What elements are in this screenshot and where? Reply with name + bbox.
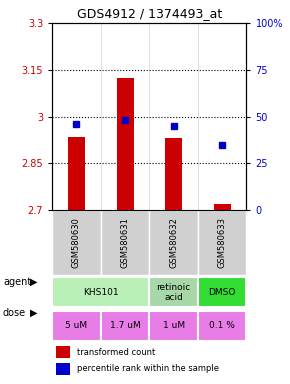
Text: dose: dose bbox=[3, 308, 26, 318]
Text: 1 uM: 1 uM bbox=[163, 321, 185, 330]
Text: retinoic
acid: retinoic acid bbox=[157, 283, 191, 302]
Text: percentile rank within the sample: percentile rank within the sample bbox=[77, 364, 220, 373]
Title: GDS4912 / 1374493_at: GDS4912 / 1374493_at bbox=[77, 7, 222, 20]
Bar bbox=[165, 138, 182, 210]
Bar bbox=[68, 137, 85, 210]
Bar bbox=[198, 210, 246, 275]
Text: 1.7 uM: 1.7 uM bbox=[110, 321, 140, 330]
Text: GSM580630: GSM580630 bbox=[72, 217, 81, 268]
Bar bbox=[149, 311, 198, 341]
Text: GSM580631: GSM580631 bbox=[121, 217, 130, 268]
Bar bbox=[117, 78, 134, 210]
Bar bbox=[198, 277, 246, 307]
Text: DMSO: DMSO bbox=[209, 288, 236, 297]
Text: 5 uM: 5 uM bbox=[66, 321, 88, 330]
Text: GSM580633: GSM580633 bbox=[218, 217, 227, 268]
Bar bbox=[214, 204, 231, 210]
Bar bbox=[149, 277, 198, 307]
Text: ▶: ▶ bbox=[30, 277, 38, 287]
Bar bbox=[56, 363, 70, 375]
Text: agent: agent bbox=[3, 277, 31, 287]
Bar bbox=[56, 346, 70, 358]
Bar bbox=[149, 210, 198, 275]
Bar bbox=[101, 311, 149, 341]
Text: KHS101: KHS101 bbox=[83, 288, 119, 297]
Bar bbox=[52, 311, 101, 341]
Bar bbox=[52, 210, 101, 275]
Text: transformed count: transformed count bbox=[77, 348, 156, 357]
Bar bbox=[198, 311, 246, 341]
Text: GSM580632: GSM580632 bbox=[169, 217, 178, 268]
Text: 0.1 %: 0.1 % bbox=[209, 321, 235, 330]
Text: ▶: ▶ bbox=[30, 308, 38, 318]
Bar bbox=[52, 277, 149, 307]
Bar bbox=[101, 210, 149, 275]
